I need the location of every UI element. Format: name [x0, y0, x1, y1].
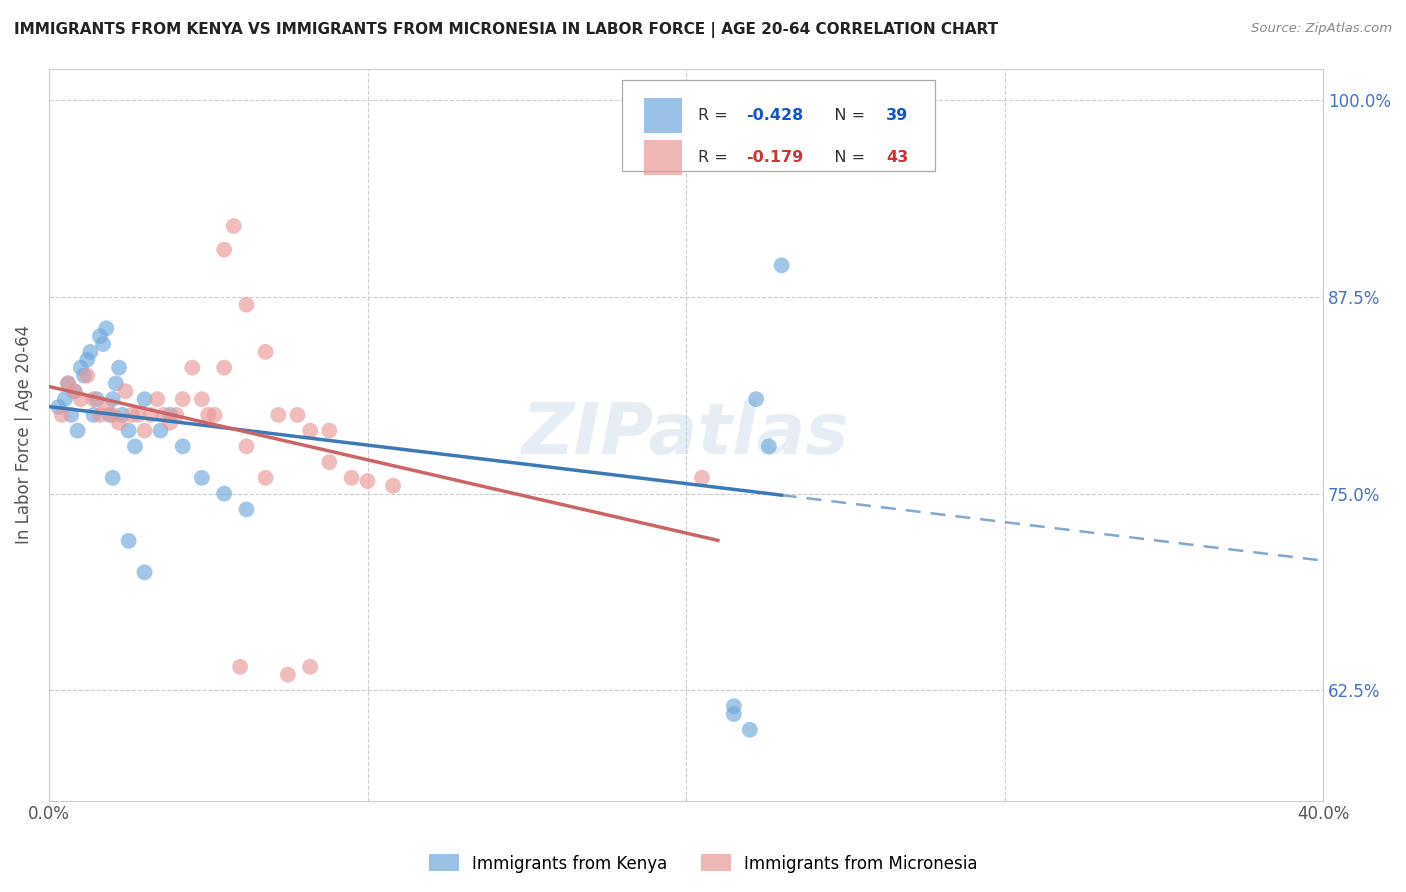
Point [733, 132, 755, 146]
Point [63, 384, 86, 399]
Point [101, 408, 124, 422]
Point [254, 471, 277, 485]
Text: R =: R = [697, 108, 733, 123]
Text: N =: N = [818, 151, 870, 165]
Text: -0.428: -0.428 [747, 108, 803, 123]
Point [117, 424, 139, 438]
Y-axis label: In Labor Force | Age 20-64: In Labor Force | Age 20-64 [15, 325, 32, 544]
Point [117, 533, 139, 548]
Point [723, 699, 745, 714]
Point [89, 329, 111, 343]
FancyBboxPatch shape [644, 140, 682, 176]
Text: ZIPatlas: ZIPatlas [523, 401, 849, 469]
Point [745, 392, 768, 406]
Point [770, 258, 793, 272]
Point [69, 392, 91, 406]
Point [114, 384, 136, 399]
Text: R =: R = [697, 151, 733, 165]
Point [96, 400, 118, 414]
Point [91, 337, 114, 351]
Text: N =: N = [818, 108, 870, 123]
Point [139, 408, 162, 422]
Point [124, 439, 146, 453]
Point [690, 471, 713, 485]
Point [108, 360, 131, 375]
Point [172, 439, 194, 453]
Point [101, 392, 124, 406]
FancyBboxPatch shape [644, 98, 682, 133]
Point [277, 667, 299, 681]
Point [287, 408, 309, 422]
Text: 43: 43 [886, 151, 908, 165]
Point [235, 502, 257, 516]
Point [340, 471, 363, 485]
Point [134, 566, 156, 580]
Point [104, 376, 127, 391]
Point [212, 243, 235, 257]
Point [758, 439, 780, 453]
Point [83, 408, 105, 422]
Point [723, 706, 745, 721]
Point [63, 384, 86, 399]
Point [299, 660, 322, 674]
Point [101, 471, 124, 485]
Point [212, 486, 235, 500]
Point [73, 368, 96, 383]
Text: -0.179: -0.179 [747, 151, 803, 165]
Point [60, 408, 83, 422]
Point [111, 408, 134, 422]
Point [382, 479, 405, 493]
Point [56, 376, 79, 391]
Point [191, 471, 214, 485]
Point [56, 376, 79, 391]
Point [738, 723, 761, 737]
Point [222, 219, 245, 233]
Point [197, 408, 219, 422]
Point [86, 392, 108, 406]
Point [76, 352, 98, 367]
Point [165, 408, 187, 422]
Point [152, 408, 174, 422]
Point [159, 416, 181, 430]
Text: Source: ZipAtlas.com: Source: ZipAtlas.com [1251, 22, 1392, 36]
Point [51, 408, 73, 422]
Point [69, 360, 91, 375]
Point [96, 321, 118, 335]
Point [53, 392, 76, 406]
Text: IMMIGRANTS FROM KENYA VS IMMIGRANTS FROM MICRONESIA IN LABOR FORCE | AGE 20-64 C: IMMIGRANTS FROM KENYA VS IMMIGRANTS FROM… [14, 22, 998, 38]
Point [134, 392, 156, 406]
Point [134, 424, 156, 438]
Point [83, 392, 105, 406]
FancyBboxPatch shape [623, 79, 935, 171]
Point [149, 424, 172, 438]
Point [212, 360, 235, 375]
Point [159, 408, 181, 422]
Point [146, 392, 169, 406]
Point [356, 474, 378, 488]
Point [172, 392, 194, 406]
Point [121, 408, 143, 422]
Point [181, 360, 204, 375]
Point [229, 660, 252, 674]
Point [204, 408, 226, 422]
Point [267, 408, 290, 422]
Legend: Immigrants from Kenya, Immigrants from Micronesia: Immigrants from Kenya, Immigrants from M… [422, 847, 984, 880]
Point [76, 368, 98, 383]
Point [318, 455, 340, 469]
Point [66, 424, 89, 438]
Text: 39: 39 [886, 108, 908, 123]
Point [98, 408, 121, 422]
Point [191, 392, 214, 406]
Point [299, 424, 322, 438]
Point [235, 439, 257, 453]
Point [89, 408, 111, 422]
Point [79, 345, 101, 359]
Point [318, 424, 340, 438]
Point [254, 345, 277, 359]
Point [48, 400, 70, 414]
Point [235, 298, 257, 312]
Point [108, 416, 131, 430]
Point [127, 408, 149, 422]
